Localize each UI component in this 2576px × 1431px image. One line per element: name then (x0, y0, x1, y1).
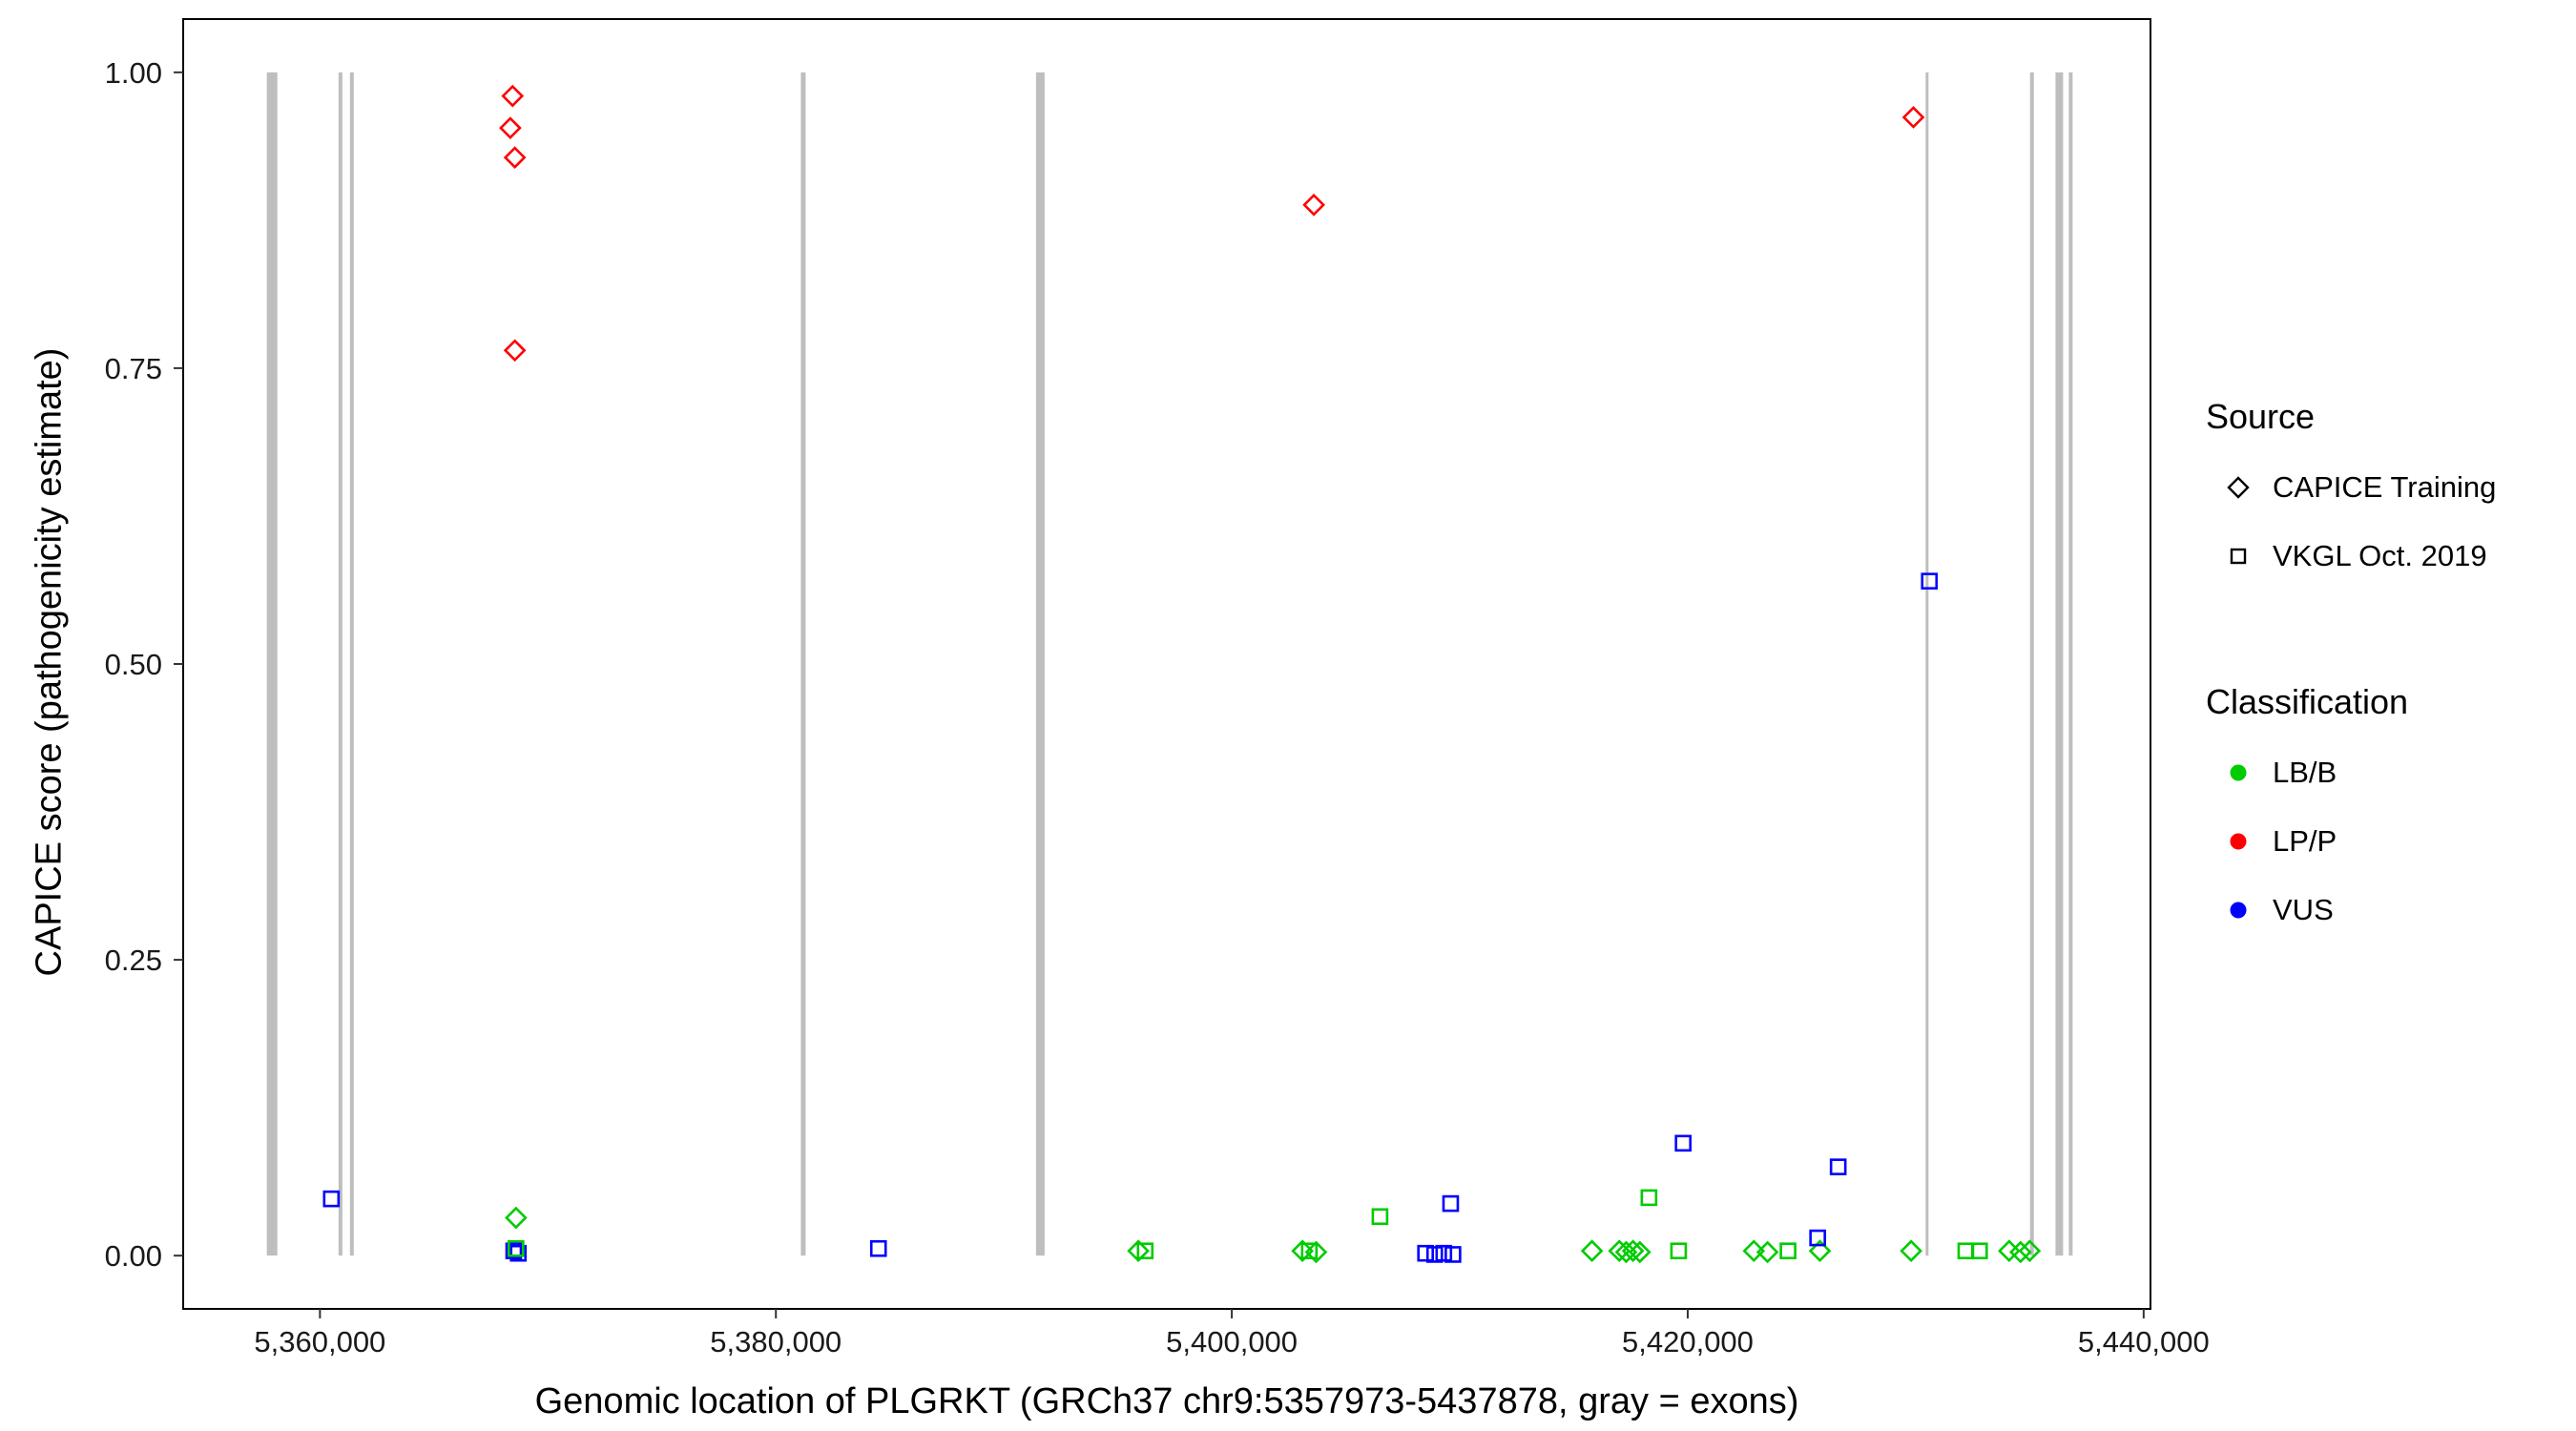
legend-item: VKGL Oct. 2019 (2206, 522, 2568, 591)
data-point-vkgl-vus (509, 1244, 528, 1262)
data-point-capice-training-lbb (1304, 1240, 1328, 1264)
legend: Source CAPICE Training VKGL Oct. 2019 Cla… (2206, 396, 2568, 944)
data-point-capice-training-lbb (1808, 1239, 1832, 1263)
legend-item-label: LP/P (2273, 824, 2337, 858)
y-tick-label: 1.00 (105, 56, 162, 90)
data-point-capice-training-lbb (1621, 1239, 1645, 1263)
x-tick-label: 5,380,000 (710, 1325, 841, 1358)
data-point-capice-training-lbb (505, 1206, 528, 1230)
data-point-capice-training-lbb (1742, 1239, 1766, 1263)
data-point-vkgl-lbb (1371, 1208, 1389, 1226)
legend-item-label: VUS (2273, 893, 2334, 926)
data-point-capice-training-lbb (1900, 1239, 1922, 1263)
legend-classification-items: LB/B LP/P VUS (2206, 738, 2568, 944)
data-point-vkgl-lbb (1970, 1242, 1988, 1260)
data-point-vkgl-vus (1442, 1194, 1460, 1213)
dot-icon (2230, 764, 2247, 781)
data-point-capice-training-lbb (1127, 1239, 1150, 1263)
data-point-vkgl-vus (505, 1242, 523, 1260)
legend-item: VUS (2206, 876, 2568, 944)
x-tick-label: 5,420,000 (1622, 1325, 1754, 1358)
data-point-vkgl-vus (1417, 1244, 1434, 1262)
y-axis-title: CAPICE score (pathogenicity estimate) (29, 347, 70, 977)
data-point-vkgl-vus (322, 1190, 341, 1208)
panel-background (183, 19, 2150, 1309)
data-point-capice-training-lpp (1901, 106, 1925, 129)
legend-item-label: LB/B (2273, 756, 2337, 789)
data-point-capice-training-lbb (1580, 1239, 1604, 1263)
data-point-capice-training-lpp (501, 84, 525, 108)
data-point-vkgl-vus (1444, 1246, 1462, 1263)
dot-icon (2230, 833, 2247, 850)
data-point-capice-training-lbb (2018, 1239, 2042, 1263)
data-point-capice-training-lpp (503, 339, 527, 363)
legend-classification-title: Classification (2206, 682, 2409, 721)
data-point-vkgl-vus (1829, 1158, 1847, 1175)
data-point-capice-training-lbb (2008, 1240, 2032, 1264)
data-point-vkgl-vus (1435, 1244, 1453, 1262)
data-point-vkgl-vus (869, 1239, 887, 1257)
dot-icon (2230, 902, 2247, 919)
data-point-vkgl-lbb (1779, 1242, 1797, 1260)
legend-source-title: Source (2206, 397, 2316, 436)
y-tick-label: 0.25 (105, 944, 162, 977)
legend-item: CAPICE Training (2206, 453, 2568, 522)
data-point-capice-training-lbb (1291, 1239, 1315, 1263)
legend-item: LP/P (2206, 807, 2568, 876)
x-axis-title: Genomic location of PLGRKT (GRCh37 chr9:… (534, 1381, 1799, 1421)
legend-item-label: CAPICE Training (2273, 470, 2497, 504)
legend-source: Source CAPICE Training VKGL Oct. 2019 (2206, 396, 2568, 591)
y-tick-label: 0.00 (105, 1239, 162, 1273)
y-tick-label: 0.75 (105, 352, 162, 385)
data-point-vkgl-lbb (508, 1239, 525, 1257)
data-point-vkgl-vus (1425, 1246, 1444, 1263)
x-tick-label: 5,360,000 (254, 1325, 385, 1358)
y-tick-label: 0.50 (105, 648, 162, 681)
data-point-capice-training-lbb (1628, 1240, 1652, 1264)
data-point-vkgl-lbb (1136, 1242, 1154, 1260)
data-point-vkgl-lbb (1640, 1189, 1658, 1207)
data-point-vkgl-vus (1921, 572, 1939, 590)
x-tick-label: 5,400,000 (1166, 1325, 1298, 1358)
data-point-capice-training-lpp (499, 116, 522, 139)
data-point-vkgl-vus (1809, 1229, 1826, 1247)
data-point-vkgl-lbb (1670, 1242, 1688, 1260)
legend-item: LB/B (2206, 738, 2568, 807)
data-point-vkgl-lbb (1300, 1242, 1319, 1260)
legend-item-label: VKGL Oct. 2019 (2273, 539, 2487, 572)
square-icon (2230, 548, 2247, 565)
data-point-capice-training-lpp (1302, 193, 1325, 217)
x-tick-label: 5,440,000 (2078, 1325, 2210, 1358)
data-point-vkgl-vus (1674, 1134, 1692, 1152)
legend-source-items: CAPICE Training VKGL Oct. 2019 (2206, 453, 2568, 591)
diamond-icon (2227, 476, 2250, 499)
legend-classification: Classification LB/B LP/P VUS (2206, 681, 2568, 944)
data-point-capice-training-lpp (503, 146, 527, 169)
data-point-capice-training-lbb (1755, 1240, 1779, 1264)
